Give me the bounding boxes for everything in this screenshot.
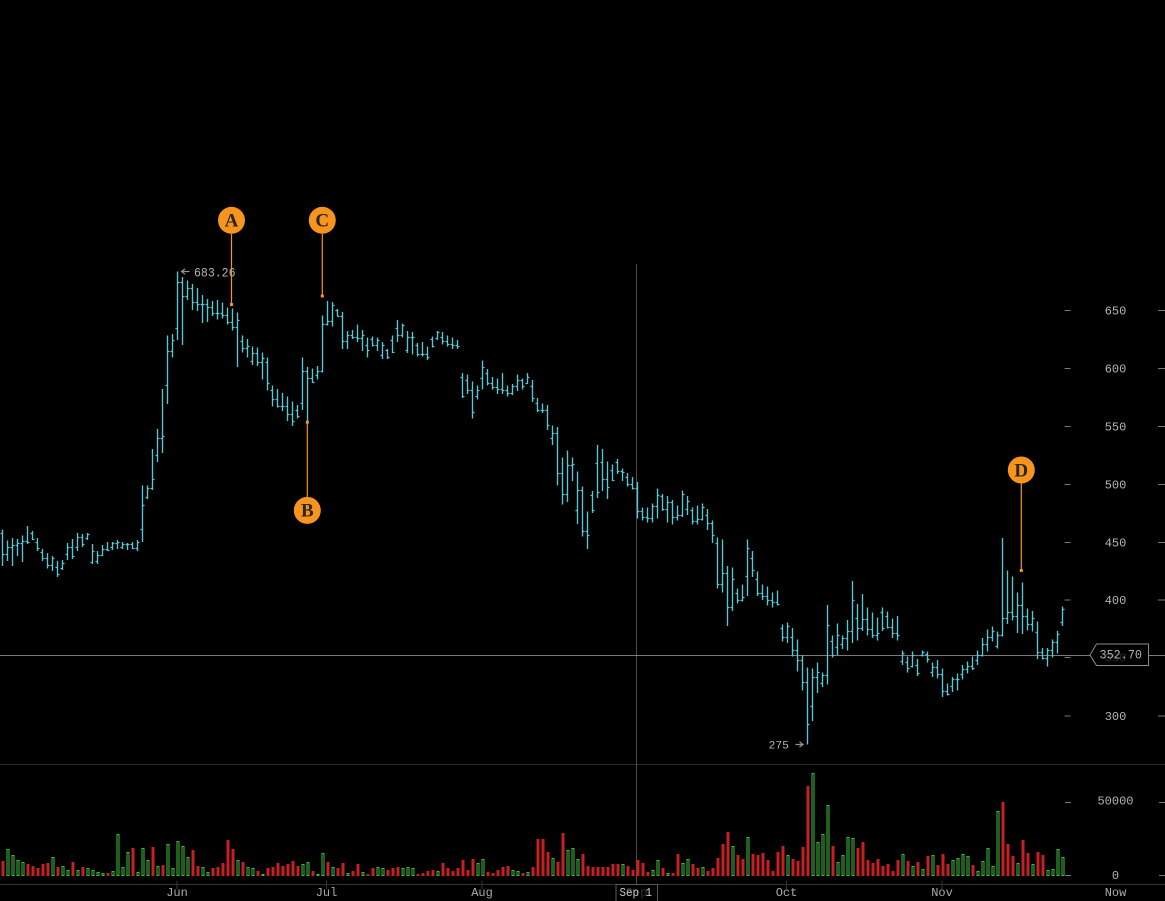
svg-text:D: D	[1014, 460, 1028, 481]
svg-text:Now: Now	[1105, 886, 1127, 900]
svg-text:Aug: Aug	[471, 886, 493, 900]
svg-text:550: 550	[1105, 420, 1127, 434]
svg-text:Jul: Jul	[316, 886, 338, 900]
svg-text:B: B	[301, 501, 314, 522]
svg-text:400: 400	[1105, 594, 1127, 608]
svg-text:A: A	[225, 211, 239, 232]
svg-text:50000: 50000	[1097, 795, 1133, 809]
svg-text:650: 650	[1105, 304, 1127, 318]
svg-text:450: 450	[1105, 536, 1127, 550]
svg-text:Jun: Jun	[166, 886, 188, 900]
svg-text:500: 500	[1105, 478, 1127, 492]
svg-text:600: 600	[1105, 362, 1127, 376]
svg-text:300: 300	[1105, 710, 1127, 724]
svg-text:352.70: 352.70	[1100, 648, 1143, 663]
svg-text:275: 275	[769, 740, 790, 752]
svg-text:C: C	[315, 211, 329, 232]
svg-text:Oct: Oct	[776, 886, 798, 900]
svg-text:683.26: 683.26	[194, 266, 236, 281]
svg-text:Nov: Nov	[931, 886, 953, 900]
svg-text:0: 0	[1112, 869, 1119, 883]
svg-text:Sep 1: Sep 1	[620, 886, 653, 900]
